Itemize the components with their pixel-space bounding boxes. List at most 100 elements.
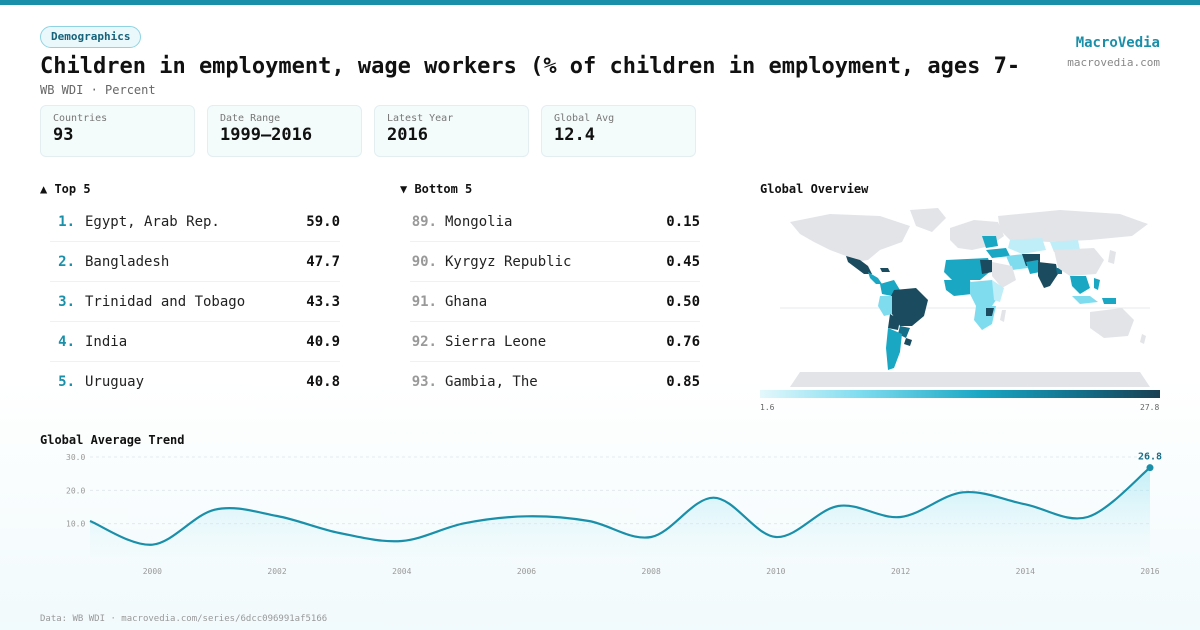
x-tick-label: 2010 [766, 567, 785, 576]
list-item[interactable]: 90. Kyrgyz Republic 0.45 [410, 242, 700, 282]
map-region-kazakhstan[interactable] [1008, 238, 1046, 254]
last-point-label: 26.8 [1138, 452, 1162, 463]
stat-card-latest-year: Latest Year 2016 [374, 105, 529, 157]
map-region-egypt[interactable] [980, 260, 992, 274]
map-region-zimbabwe[interactable] [986, 308, 994, 316]
map-region-russia[interactable] [998, 210, 1148, 242]
page-title: Children in employment, wage workers (% … [40, 54, 1021, 79]
map-region-bolivia[interactable] [888, 314, 900, 330]
map-region-argentina[interactable] [886, 328, 902, 370]
country-name: Uruguay [85, 374, 145, 390]
world-choropleth-map[interactable] [760, 202, 1160, 387]
map-region-china[interactable] [1054, 248, 1104, 276]
map-region-north-africa[interactable] [944, 258, 992, 280]
country-value: 47.7 [306, 253, 340, 270]
rank-number: 4. [58, 333, 75, 350]
country-value: 0.85 [666, 374, 700, 390]
rank-number: 3. [58, 293, 75, 310]
map-region-turkey[interactable] [986, 248, 1010, 258]
trend-heading: Global Average Trend [40, 433, 185, 447]
map-region-east-africa[interactable] [992, 280, 1004, 302]
list-item[interactable]: 89. Mongolia 0.15 [410, 202, 700, 242]
y-tick-label: 30.0 [66, 453, 85, 462]
trend-area-chart[interactable]: 10.0 20.0 30.0 2000 2002 2004 2006 2008 2010 201… [0, 445, 1200, 585]
bottom5-list: 89. Mongolia 0.15 90. Kyrgyz Republic 0.45 9… [410, 202, 700, 402]
legend-min-label: 1.6 [760, 403, 775, 412]
country-value: 0.45 [666, 253, 700, 270]
map-region-north-america[interactable] [790, 214, 910, 262]
list-item[interactable]: 3. Trinidad and Tobago 43.3 [50, 282, 340, 322]
map-region-mexico[interactable] [846, 256, 872, 274]
stat-card-countries: Countries 93 [40, 105, 195, 157]
map-region-central-america[interactable] [868, 272, 882, 284]
rank-number: 90. [411, 253, 437, 270]
country-name: Gambia, The [445, 374, 538, 390]
list-item[interactable]: 5. Uruguay 40.8 [50, 362, 340, 402]
country-name: Egypt, Arab Rep. [85, 213, 220, 230]
map-region-mongolia[interactable] [1050, 240, 1080, 252]
map-region-pakistan[interactable] [1026, 260, 1040, 274]
map-region-arabia[interactable] [992, 262, 1016, 288]
footer-source: Data: WB WDI · macrovedia.com/series/6dc… [40, 614, 328, 624]
list-item[interactable]: 1. Egypt, Arab Rep. 59.0 [50, 202, 340, 242]
map-region-caribbean[interactable] [880, 268, 890, 272]
stat-value: 1999–2016 [220, 125, 313, 145]
map-region-philippines[interactable] [1094, 278, 1100, 290]
map-region-japan[interactable] [1108, 250, 1116, 264]
map-region-papua[interactable] [1102, 298, 1116, 304]
top5-list: 1. Egypt, Arab Rep. 59.0 2. Bangladesh 47.7 … [50, 202, 340, 402]
stat-label: Latest Year [387, 113, 454, 124]
list-item[interactable]: 91. Ghana 0.50 [410, 282, 700, 322]
map-region-antarctica[interactable] [790, 372, 1150, 387]
last-point-marker[interactable] [1146, 464, 1154, 472]
y-tick-label: 20.0 [66, 486, 85, 495]
x-tick-label: 2000 [143, 567, 162, 576]
country-value: 0.15 [666, 213, 700, 230]
country-value: 59.0 [306, 213, 340, 230]
x-tick-label: 2014 [1016, 567, 1035, 576]
country-name: Sierra Leone [445, 333, 547, 350]
map-region-australia[interactable] [1090, 308, 1134, 338]
map-color-legend [760, 390, 1160, 398]
trend-line [89, 466, 1151, 546]
map-region-new-zealand[interactable] [1140, 334, 1146, 344]
brand-url[interactable]: macrovedia.com [1067, 56, 1160, 69]
page-subtitle: WB WDI · Percent [40, 83, 156, 97]
map-region-eastern-europe[interactable] [982, 236, 998, 248]
brand-logo[interactable]: MacroVedia [1075, 35, 1160, 51]
rank-number: 93. [411, 374, 437, 390]
country-name: Mongolia [445, 213, 513, 230]
list-item[interactable]: 4. India 40.9 [50, 322, 340, 362]
map-region-west-africa[interactable] [944, 280, 972, 296]
list-item[interactable]: 2. Bangladesh 47.7 [50, 242, 340, 282]
country-value: 0.50 [666, 293, 700, 310]
top5-heading: ▲ Top 5 [40, 182, 91, 196]
stat-label: Global Avg [554, 113, 615, 124]
map-region-peru[interactable] [878, 296, 892, 316]
rank-number: 89. [411, 213, 437, 230]
category-badge[interactable]: Demographics [40, 26, 142, 48]
map-region-indonesia[interactable] [1072, 296, 1098, 304]
map-region-central-africa[interactable] [970, 280, 1000, 306]
map-region-uruguay[interactable] [904, 338, 912, 346]
country-name: Trinidad and Tobago [85, 293, 246, 310]
country-value: 40.8 [306, 374, 340, 390]
bottom5-heading: ▼ Bottom 5 [400, 182, 473, 196]
x-tick-label: 2008 [642, 567, 661, 576]
list-item[interactable]: 92. Sierra Leone 0.76 [410, 322, 700, 362]
x-tick-label: 2004 [392, 567, 411, 576]
rank-number: 5. [58, 374, 75, 390]
map-region-brazil[interactable] [890, 288, 928, 326]
country-value: 40.9 [306, 333, 340, 350]
list-item[interactable]: 93. Gambia, The 0.85 [410, 362, 700, 402]
map-region-madagascar[interactable] [1000, 310, 1006, 322]
map-region-southeast-asia[interactable] [1070, 276, 1090, 294]
map-region-india[interactable] [1038, 262, 1058, 288]
rank-number: 1. [58, 213, 75, 230]
stat-value: 93 [53, 125, 74, 145]
country-name: Bangladesh [85, 253, 170, 270]
rank-number: 91. [411, 293, 437, 310]
country-name: India [85, 333, 128, 350]
map-region-greenland[interactable] [910, 208, 946, 232]
stat-card-global-avg: Global Avg 12.4 [541, 105, 696, 157]
